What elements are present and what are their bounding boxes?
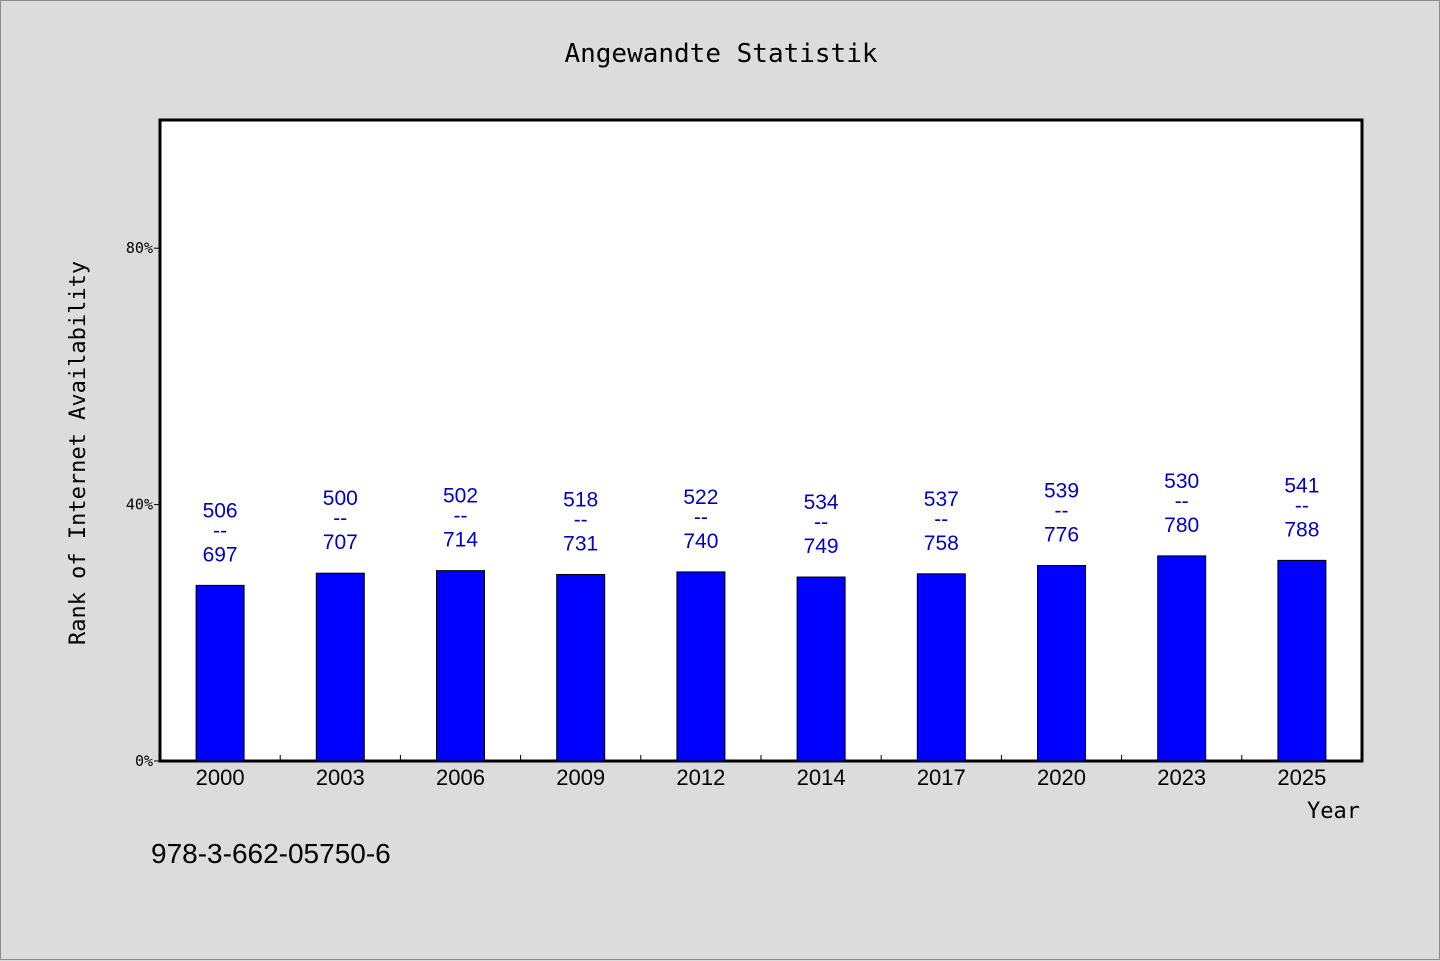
bar-label-separator: --	[814, 511, 828, 534]
bar-label-bottom: 776	[1044, 523, 1079, 546]
bar-label-top: 502	[443, 485, 478, 508]
x-axis: 2000 2003 2006 2009 2012 2014 2017 2020 2023 2025	[196, 755, 1326, 790]
bar-label-separator: --	[574, 508, 588, 531]
bar-label-top: 537	[924, 488, 959, 511]
bar-label-bottom: 780	[1164, 514, 1199, 537]
x-axis-label: Year	[1307, 799, 1360, 824]
bar	[556, 573, 606, 762]
bar	[195, 584, 245, 762]
bar-label-bottom: 749	[804, 535, 839, 558]
x-tick-label: 2020	[1037, 765, 1086, 790]
y-axis-label: Rank of Internet Availability	[66, 261, 91, 645]
x-tick-label: 2017	[917, 765, 966, 790]
bar	[1277, 559, 1327, 762]
y-axis: 0% 40% 80%	[126, 239, 160, 770]
bar	[1037, 564, 1086, 762]
bar-label-top: 539	[1044, 479, 1079, 502]
bar	[796, 576, 846, 762]
bar-label-bottom: 740	[683, 530, 718, 553]
bar	[916, 573, 966, 762]
x-tick-label: 2025	[1277, 765, 1326, 790]
bar-label-top: 500	[323, 487, 358, 510]
bar-series	[195, 555, 1327, 762]
bar-label-separator: --	[934, 508, 948, 531]
x-tick-label: 2003	[316, 765, 365, 790]
isbn-text: 978-3-662-05750-6	[151, 838, 391, 869]
bar-label-bottom: 758	[924, 532, 959, 555]
bar-label-separator: --	[454, 505, 468, 528]
bar-label-top: 518	[563, 488, 598, 511]
bar-label-separator: --	[1055, 499, 1069, 522]
bar-label-top: 541	[1284, 474, 1319, 497]
y-tick-label: 40%	[126, 496, 153, 514]
y-tick-label: 80%	[126, 239, 153, 257]
bar	[1157, 555, 1207, 762]
bar-label-top: 522	[683, 486, 718, 509]
bar	[436, 570, 485, 762]
bar	[676, 571, 726, 762]
bar-label-bottom: 714	[443, 529, 478, 552]
bar-label-bottom: 788	[1284, 518, 1319, 541]
bar-label-bottom: 707	[323, 531, 358, 554]
x-tick-label: 2000	[196, 765, 245, 790]
bar-label-separator: --	[333, 507, 347, 530]
x-tick-label: 2006	[436, 765, 485, 790]
bar-label-separator: --	[1175, 490, 1189, 513]
bar-label-top: 534	[804, 491, 839, 514]
bar-label-separator: --	[1295, 494, 1309, 517]
chart-title: Angewandte Statistik	[564, 39, 877, 69]
x-tick-label: 2009	[556, 765, 605, 790]
bar-label-bottom: 731	[563, 532, 598, 555]
x-tick-label: 2014	[797, 765, 846, 790]
y-tick-label: 0%	[135, 752, 153, 770]
bar	[315, 572, 365, 762]
x-tick-label: 2023	[1157, 765, 1206, 790]
bar-label-separator: --	[213, 519, 227, 542]
bar-label-bottom: 697	[203, 543, 238, 566]
bar-labels: 506--697500--707502--714518--731522--740…	[203, 470, 1320, 566]
x-tick-label: 2012	[676, 765, 725, 790]
bar-label-top: 530	[1164, 470, 1199, 493]
bar-label-top: 506	[203, 499, 238, 522]
bar-label-separator: --	[694, 506, 708, 529]
